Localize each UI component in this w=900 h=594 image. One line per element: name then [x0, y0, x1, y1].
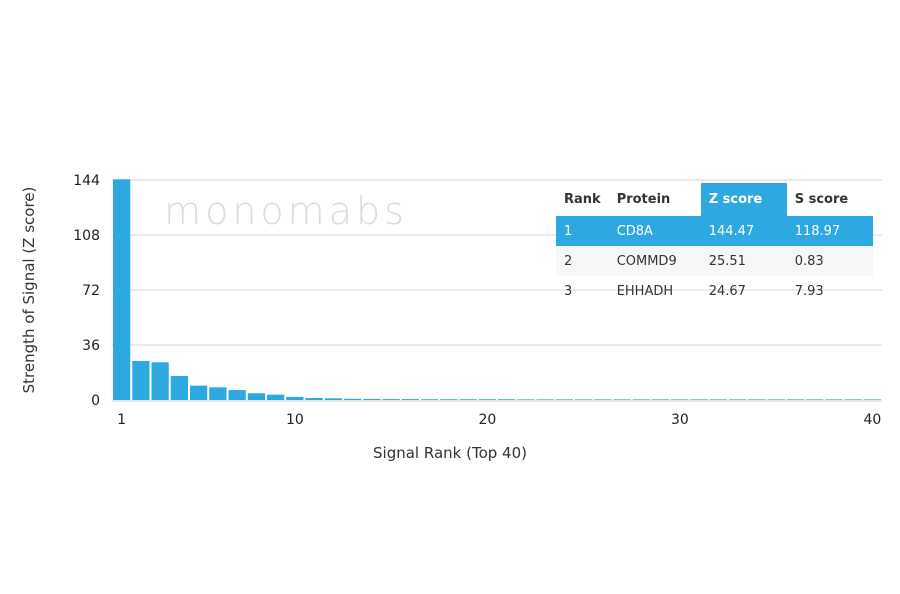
bar: [555, 399, 573, 400]
cell-s-score: 7.93: [794, 283, 824, 299]
x-tick-label: 10: [286, 412, 304, 428]
cell-z-score: 24.67: [708, 283, 746, 299]
y-tick-label: 144: [73, 173, 100, 189]
bar: [382, 399, 400, 400]
bar: [748, 399, 766, 400]
bar: [709, 399, 727, 400]
bar: [305, 398, 323, 400]
x-axis-label: Signal Rank (Top 40): [373, 444, 527, 462]
bar: [459, 399, 477, 400]
bar: [806, 399, 824, 400]
x-tick-label: 1: [117, 412, 126, 428]
table-header-row: Rank Protein Z score S score: [556, 183, 873, 216]
cell-s-score: 118.97: [786, 216, 873, 246]
header-s-score: S score: [794, 192, 849, 207]
bar: [440, 399, 458, 400]
table-row: 1 CD8A 144.47 118.97: [556, 216, 873, 246]
bar: [209, 387, 227, 400]
bar: [478, 399, 496, 400]
bar: [151, 362, 169, 400]
bar: [786, 399, 804, 400]
cell-z-score: 25.51: [700, 246, 787, 276]
bar: [190, 385, 208, 400]
header-protein: Protein: [616, 192, 671, 207]
bar: [652, 399, 670, 400]
x-tick-label: 40: [863, 412, 881, 428]
table-row: 2 COMMD9 25.51 0.83: [556, 246, 873, 276]
bar: [729, 399, 747, 400]
bar: [690, 399, 708, 400]
cell-z-score: 144.47: [700, 216, 787, 246]
bar: [228, 390, 246, 400]
bar: [286, 396, 304, 400]
bar: [863, 399, 881, 400]
bar: [594, 399, 612, 400]
bar: [113, 179, 131, 400]
cell-rank: 3: [564, 283, 573, 299]
bar: [613, 399, 631, 400]
y-tick-label: 108: [73, 228, 100, 244]
bar: [575, 399, 593, 400]
header-z-score: Z score: [700, 183, 787, 216]
bar: [671, 399, 689, 400]
bar: [247, 393, 265, 400]
y-tick-label: 36: [82, 338, 100, 354]
header-rank: Rank: [564, 192, 601, 207]
bar: [632, 399, 650, 400]
bar: [536, 399, 554, 400]
x-tick-label: 30: [671, 412, 689, 428]
cell-protein: EHHADH: [616, 283, 674, 299]
watermark-logo: monomabs: [164, 189, 408, 233]
cell-s-score: 0.83: [786, 246, 873, 276]
bar: [344, 398, 362, 400]
bar: [421, 399, 439, 400]
cell-rank: 1: [556, 216, 609, 246]
bar: [517, 399, 535, 400]
bar: [170, 376, 188, 400]
cell-rank: 2: [556, 246, 609, 276]
bar: [324, 398, 342, 400]
y-axis-label: Strength of Signal (Z score): [20, 187, 38, 394]
bar: [401, 399, 419, 400]
x-tick-label: 20: [478, 412, 496, 428]
bar: [363, 398, 381, 400]
bar: [498, 399, 516, 400]
table-row: 3 EHHADH 24.67 7.93: [556, 276, 873, 306]
cell-protein: CD8A: [608, 216, 701, 246]
top-proteins-table: Rank Protein Z score S score 1 CD8A 144.…: [556, 183, 873, 306]
bar: [767, 399, 785, 400]
y-tick-label: 72: [82, 283, 100, 299]
bar: [844, 399, 862, 400]
bar: [267, 394, 285, 400]
bar: [132, 361, 150, 400]
bar: [825, 399, 843, 400]
y-tick-label: 0: [91, 393, 100, 409]
cell-protein: COMMD9: [608, 246, 701, 276]
